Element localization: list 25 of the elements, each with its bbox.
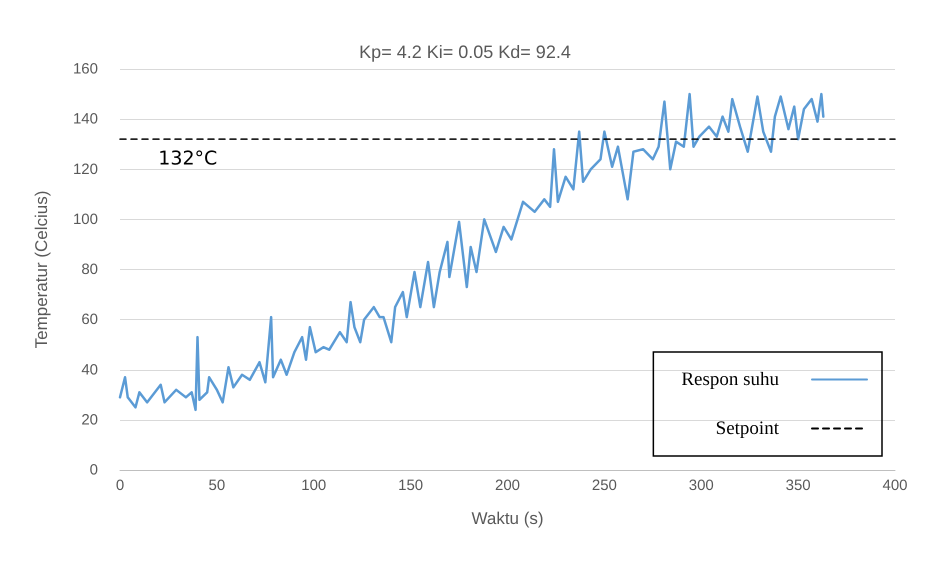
x-tick-label: 300 [688, 477, 714, 494]
annotation: 132°C [158, 148, 218, 170]
line-series [118, 92, 825, 412]
x-tick-label: 400 [882, 477, 908, 494]
chart-title: Kp= 4.2 Ki= 0.05 Kd= 92.4 [359, 42, 571, 62]
x-axis-title: Waktu (s) [471, 509, 544, 528]
x-tick-label: 50 [208, 477, 226, 494]
y-tick-label: 140 [72, 110, 98, 128]
x-tick-label: 200 [494, 477, 520, 494]
y-tick-label: 20 [81, 411, 98, 428]
y-tick-label: 120 [72, 160, 98, 178]
y-tick-label: 0 [90, 462, 98, 478]
y-axis-title: Temperatur (Celcius) [32, 190, 51, 348]
x-tick-label: 100 [301, 477, 326, 494]
y-tick-label: 60 [81, 311, 98, 328]
y-tick-label: 80 [81, 261, 98, 278]
y-tick-label: 160 [72, 60, 98, 78]
legend-label: Setpoint [716, 418, 780, 439]
x-tick-label: 250 [592, 477, 617, 494]
legend-label: Respon suhu [681, 369, 780, 390]
x-tick-label: 150 [398, 477, 424, 494]
y-tick-label: 100 [72, 210, 98, 228]
x-tick-label: 0 [116, 477, 124, 494]
x-tick-label: 350 [786, 477, 811, 494]
y-tick-label: 40 [81, 361, 98, 378]
